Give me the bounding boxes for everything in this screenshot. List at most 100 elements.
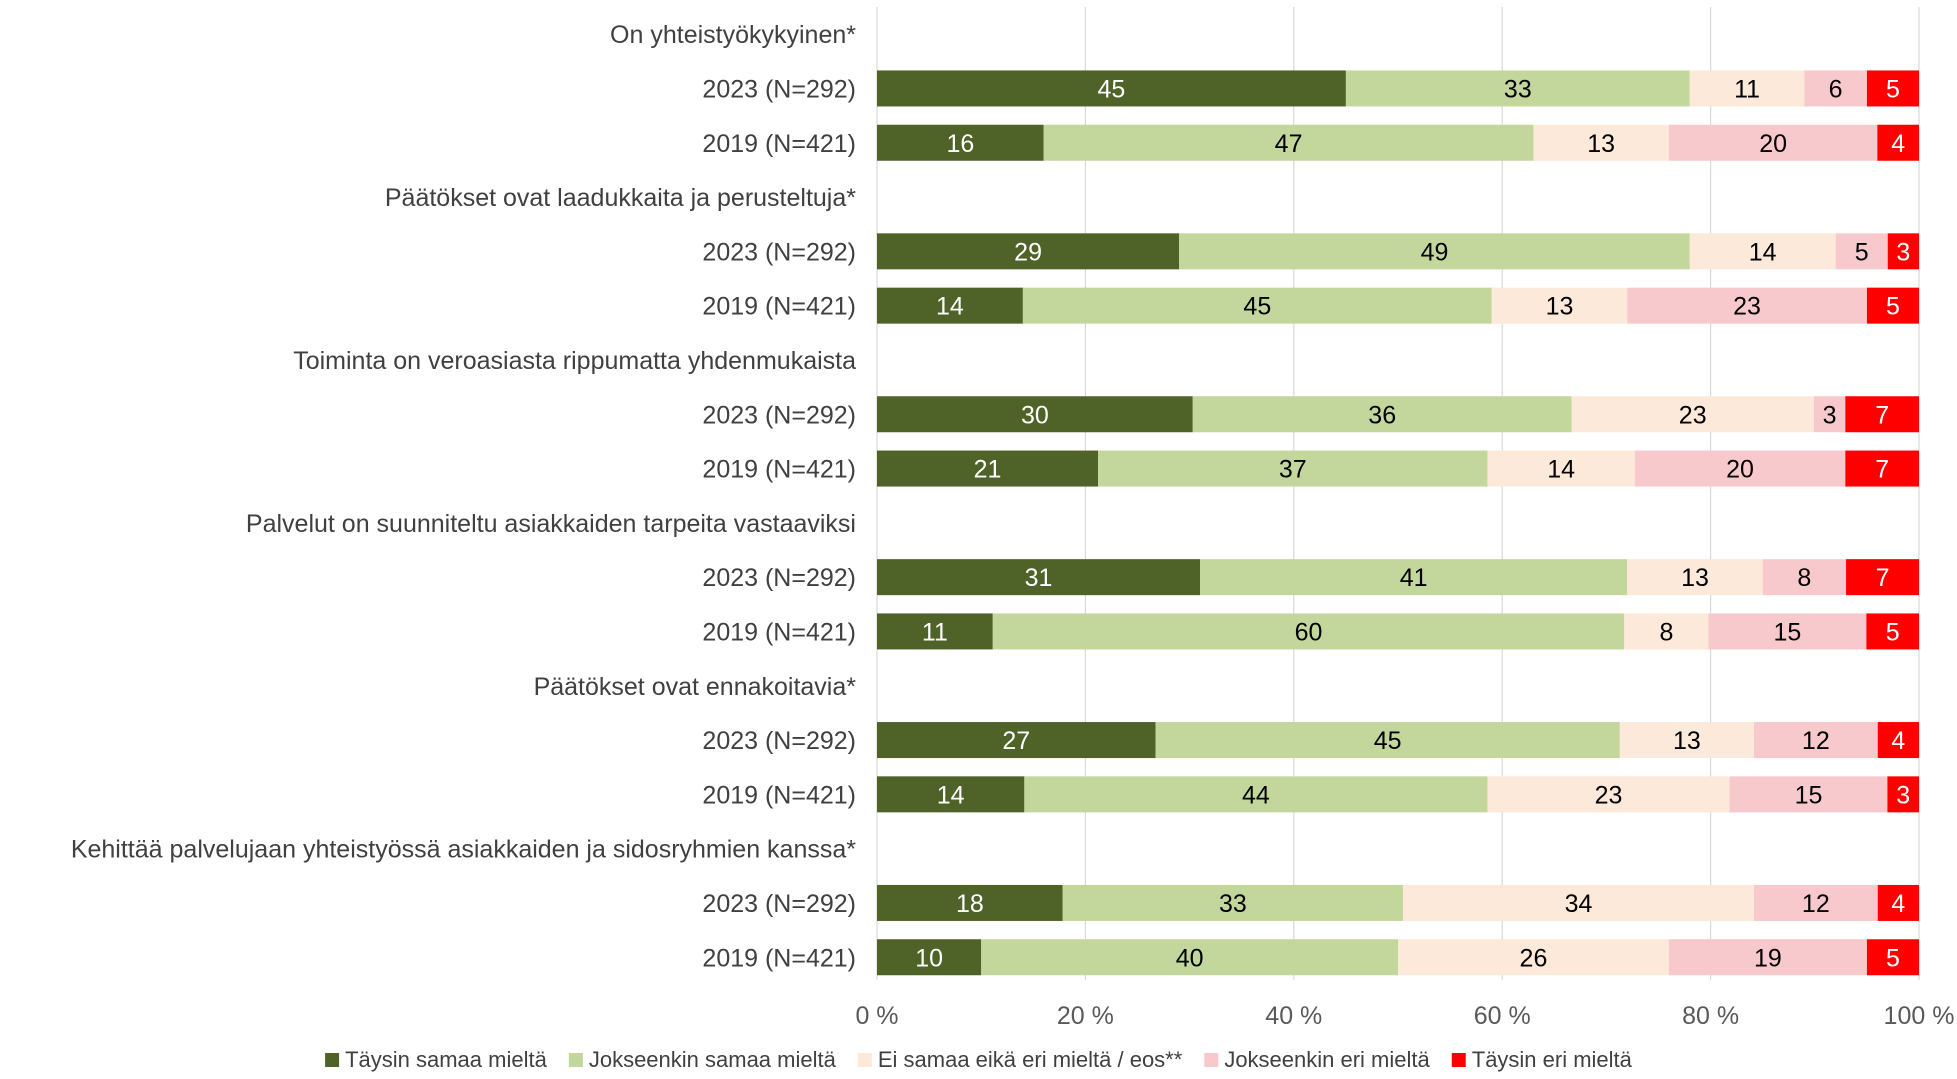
bar-segment: [1098, 450, 1488, 487]
legend-label: Ei samaa eikä eri mieltä / eos**: [878, 1047, 1183, 1072]
bar-segment: [1491, 287, 1628, 324]
bar-segment: [1708, 613, 1867, 650]
data-label: 40: [1176, 944, 1204, 972]
x-tick-label: 40 %: [1265, 1002, 1322, 1030]
bar-segment: [1866, 613, 1919, 650]
bar-segment: [1345, 70, 1690, 107]
group-title: Toiminta on veroasiasta rippumatta yhden…: [293, 347, 856, 375]
data-label: 23: [1595, 781, 1623, 809]
bar-segment: [1866, 939, 1919, 976]
data-label: 10: [915, 944, 943, 972]
data-label: 7: [1875, 456, 1889, 484]
data-label: 30: [1021, 401, 1049, 429]
bar-segment: [1689, 233, 1836, 270]
bar-segment: [1403, 884, 1754, 921]
bar-segment: [877, 287, 1023, 324]
data-label: 3: [1896, 238, 1910, 266]
data-label: 33: [1219, 890, 1247, 918]
data-label: 11: [1734, 75, 1760, 103]
data-label: 5: [1886, 618, 1900, 646]
legend-label: Täysin samaa mieltä: [345, 1047, 548, 1072]
row-label: 2023 (N=292): [702, 238, 856, 266]
data-label: 11: [922, 618, 948, 646]
row-label: 2019 (N=421): [702, 130, 856, 158]
data-label: 29: [1014, 238, 1042, 266]
bar-segment: [1062, 884, 1404, 921]
data-label: 8: [1797, 564, 1811, 592]
row-label: 2019 (N=421): [702, 618, 856, 646]
bar-segment: [1753, 722, 1878, 759]
data-label: 44: [1242, 781, 1270, 809]
bar-segment: [1845, 396, 1919, 433]
group-title: Päätökset ovat laadukkaita ja perusteltu…: [385, 184, 856, 212]
data-label: 45: [1098, 75, 1126, 103]
bar-segment: [1668, 939, 1867, 976]
data-label: 14: [1749, 238, 1777, 266]
bar-segment: [1835, 233, 1888, 270]
row-label: 2023 (N=292): [702, 401, 856, 429]
data-label: 27: [1002, 727, 1030, 755]
data-label: 13: [1681, 564, 1709, 592]
legend-item: Täysin eri mieltä: [1451, 1047, 1633, 1072]
group-title: Kehittää palvelujaan yhteistyössä asiakk…: [71, 836, 856, 864]
data-label: 15: [1795, 781, 1823, 809]
data-label: 15: [1774, 618, 1802, 646]
data-label: 13: [1546, 293, 1574, 321]
data-label: 12: [1802, 727, 1830, 755]
data-label: 45: [1374, 727, 1402, 755]
row-label: 2019 (N=421): [702, 781, 856, 809]
legend: Täysin samaa mieltä Jokseenkin samaa miel…: [325, 1047, 1633, 1072]
bar-segment: [1022, 287, 1492, 324]
data-label: 20: [1726, 456, 1754, 484]
data-label: 60: [1295, 618, 1323, 646]
bar-segment: [1624, 613, 1709, 650]
x-tick-label: 80 %: [1682, 1002, 1739, 1030]
bar-segment: [1571, 396, 1814, 433]
row-label: 2023 (N=292): [702, 564, 856, 592]
data-label: 16: [946, 130, 974, 158]
data-label: 19: [1754, 944, 1782, 972]
bar-segment: [1877, 124, 1919, 161]
data-label: 3: [1896, 781, 1910, 809]
data-label: 14: [937, 781, 965, 809]
legend-item: Jokseenkin eri mieltä: [1204, 1047, 1431, 1072]
data-label: 21: [974, 456, 1002, 484]
row-label: 2023 (N=292): [702, 727, 856, 755]
data-label: 36: [1368, 401, 1396, 429]
data-label: 33: [1504, 75, 1532, 103]
data-label: 4: [1891, 727, 1905, 755]
group-title: Palvelut on suunniteltu asiakkaiden tarp…: [246, 510, 856, 538]
bar-segment: [1846, 559, 1919, 596]
bar-segment: [1024, 776, 1488, 813]
bar-segment: [1043, 124, 1534, 161]
bar-segment: [1668, 124, 1878, 161]
bar-segment: [1619, 722, 1754, 759]
row-label: 2023 (N=292): [702, 75, 856, 103]
bars: 45 33 11 6 516 47 13 20 429 49 14 5 314 45 13 23 530 36 23…: [877, 70, 1919, 976]
bar-segment: [1200, 559, 1628, 596]
bar-segment: [1533, 124, 1669, 161]
bar-segment: [1487, 450, 1635, 487]
bar-segment: [1804, 70, 1867, 107]
bar-segment: [877, 70, 1346, 107]
data-label: 20: [1759, 130, 1787, 158]
row-label: 2019 (N=421): [702, 456, 856, 484]
data-label: 4: [1891, 890, 1905, 918]
bar-segment: [1487, 776, 1730, 813]
x-axis-ticks: 0 % 20 % 40 % 60 % 80 % 100 %: [855, 1002, 1954, 1030]
data-label: 7: [1875, 401, 1889, 429]
bar-segment: [877, 776, 1025, 813]
legend-item: Täysin samaa mieltä: [325, 1047, 548, 1072]
legend-label: Täysin eri mieltä: [1472, 1047, 1633, 1072]
data-label: 8: [1659, 618, 1673, 646]
legend-swatch: [325, 1053, 340, 1067]
x-tick-label: 60 %: [1474, 1002, 1531, 1030]
bar-segment: [877, 884, 1063, 921]
bar-segment: [877, 396, 1193, 433]
bar-segment: [1627, 287, 1867, 324]
bar-segment: [877, 613, 993, 650]
bar-segment: [877, 722, 1156, 759]
data-label: 23: [1679, 401, 1707, 429]
bar-segment: [981, 939, 1398, 976]
bar-segment: [1155, 722, 1620, 759]
